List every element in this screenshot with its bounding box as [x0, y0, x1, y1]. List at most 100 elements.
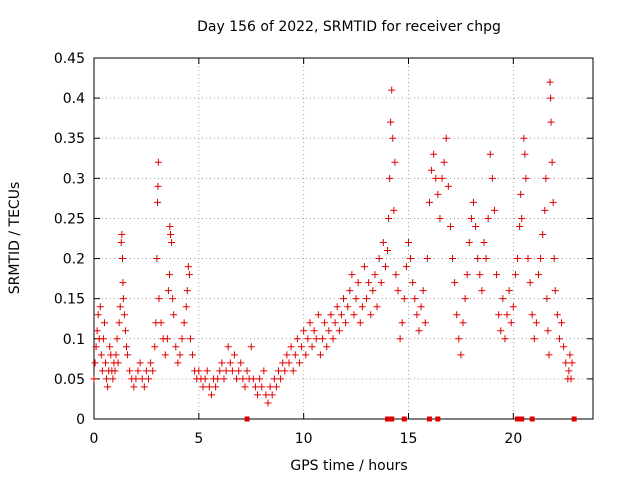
data-point	[119, 295, 127, 303]
data-point	[310, 327, 318, 335]
data-point	[116, 303, 124, 311]
data-point	[166, 222, 174, 230]
data-point	[180, 319, 188, 327]
data-point	[507, 319, 515, 327]
data-point	[100, 319, 108, 327]
data-point	[112, 351, 120, 359]
data-point	[423, 255, 431, 263]
data-point	[493, 271, 501, 279]
data-point	[558, 319, 566, 327]
data-point	[222, 367, 230, 375]
data-point	[151, 343, 159, 351]
data-point	[157, 319, 165, 327]
data-point	[325, 327, 333, 335]
data-point	[455, 335, 463, 343]
data-point	[413, 311, 421, 319]
data-point	[174, 359, 182, 367]
data-point	[199, 383, 207, 391]
data-point	[113, 335, 121, 343]
data-point	[484, 214, 492, 222]
data-point	[226, 359, 234, 367]
data-point	[520, 134, 528, 142]
data-point	[154, 158, 162, 166]
data-point	[140, 383, 148, 391]
data-point	[304, 335, 312, 343]
data-points	[90, 78, 577, 422]
data-point	[207, 391, 215, 399]
data-point	[490, 206, 498, 214]
data-point	[459, 319, 467, 327]
data-point	[92, 343, 100, 351]
data-point	[167, 230, 175, 238]
data-point	[264, 399, 272, 407]
data-point	[287, 343, 295, 351]
data-point	[543, 295, 551, 303]
data-point	[155, 295, 163, 303]
data-point	[524, 255, 532, 263]
zero-marker	[571, 416, 577, 422]
x-axis-label: GPS time / hours	[290, 458, 407, 474]
y-tick-label: 0.25	[54, 211, 85, 227]
data-point	[350, 311, 358, 319]
data-point	[346, 287, 354, 295]
data-point	[147, 359, 155, 367]
y-tick-label: 0.15	[54, 292, 85, 308]
y-tick-label: 0	[76, 412, 85, 428]
data-point	[432, 174, 440, 182]
data-point	[319, 335, 327, 343]
data-point	[293, 335, 301, 343]
data-point	[384, 247, 392, 255]
x-tick-label: 5	[194, 431, 203, 447]
data-point	[428, 166, 436, 174]
data-point	[478, 287, 486, 295]
data-point	[316, 351, 324, 359]
data-point	[214, 375, 222, 383]
data-point	[104, 383, 112, 391]
data-point	[120, 311, 128, 319]
data-point	[335, 327, 343, 335]
data-point	[117, 239, 125, 247]
data-point	[289, 367, 297, 375]
data-point	[522, 174, 530, 182]
zero-marker	[435, 416, 441, 422]
data-point	[369, 287, 377, 295]
zero-marker	[401, 416, 407, 422]
data-point	[186, 335, 194, 343]
data-point	[390, 206, 398, 214]
x-tick-label: 15	[400, 431, 418, 447]
data-point	[474, 255, 482, 263]
data-point	[272, 383, 280, 391]
data-point	[417, 303, 425, 311]
data-point	[532, 319, 540, 327]
data-point	[436, 214, 444, 222]
data-point	[567, 375, 575, 383]
data-point	[118, 230, 126, 238]
zero-marker	[385, 416, 391, 422]
data-point	[438, 174, 446, 182]
data-point	[93, 327, 101, 335]
data-point	[124, 351, 132, 359]
data-point	[254, 391, 262, 399]
data-point	[440, 158, 448, 166]
data-point	[302, 351, 310, 359]
data-point	[356, 319, 364, 327]
data-point	[218, 359, 226, 367]
data-point	[547, 94, 555, 102]
data-point	[119, 255, 127, 263]
data-point	[99, 335, 107, 343]
data-point	[183, 287, 191, 295]
data-point	[530, 335, 538, 343]
data-point	[153, 255, 161, 263]
data-point	[354, 279, 362, 287]
data-point	[453, 311, 461, 319]
data-point	[163, 335, 171, 343]
data-point	[391, 158, 399, 166]
data-point	[514, 255, 522, 263]
data-point	[467, 214, 475, 222]
data-point	[363, 295, 371, 303]
data-point	[521, 150, 529, 158]
data-point	[237, 359, 245, 367]
data-point	[331, 319, 339, 327]
data-point	[182, 303, 190, 311]
